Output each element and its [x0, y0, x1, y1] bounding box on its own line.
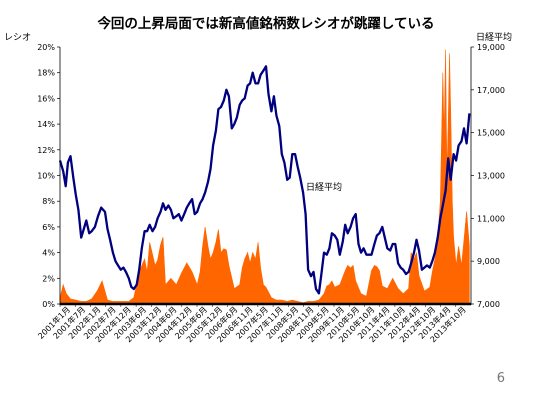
left-tick-label: 6% — [42, 223, 55, 232]
left-axis-label: レシオ — [4, 33, 32, 43]
left-tick-label: 2% — [42, 274, 55, 283]
left-tick-label: 8% — [42, 197, 55, 206]
plot-area — [60, 47, 471, 305]
right-tick-label: 17,000 — [477, 86, 505, 95]
right-tick-label: 7,000 — [477, 300, 500, 309]
right-tick-label: 9,000 — [477, 257, 500, 266]
x-axis-ticks: 2001年1月2001年7月2002年1月2002年7月2002年12月2003… — [36, 304, 468, 344]
left-tick-label: 18% — [37, 69, 55, 78]
right-tick-label: 15,000 — [477, 129, 505, 138]
right-tick-label: 11,000 — [477, 214, 505, 223]
right-tick-label: 19,000 — [477, 43, 505, 52]
nikkei-line — [58, 65, 471, 295]
page-number: 6 — [496, 371, 505, 386]
right-axis-label: 日経平均 — [476, 33, 513, 43]
left-tick-label: 12% — [37, 146, 55, 155]
right-tick-label: 13,000 — [477, 172, 505, 181]
left-tick-label: 0% — [42, 300, 55, 309]
nikkei-annotation: 日経平均 — [306, 181, 342, 193]
slide-title: 今回の上昇局面では新高値銘柄数レシオが跳躍している — [97, 16, 435, 32]
left-tick-label: 14% — [37, 120, 55, 129]
left-tick-label: 10% — [37, 172, 55, 181]
nikkei-series — [58, 65, 471, 295]
right-axis-ticks: 7,000 9,000 11,000 13,000 15,000 17,000 19,000 — [471, 43, 505, 309]
left-tick-label: 16% — [37, 94, 55, 103]
left-tick-label: 4% — [42, 249, 55, 258]
left-tick-label: 20% — [37, 43, 55, 52]
left-axis-ticks: 0% 2% 4% 6% 8% 10% 12% 14% 16% 18% 20% — [37, 43, 60, 309]
